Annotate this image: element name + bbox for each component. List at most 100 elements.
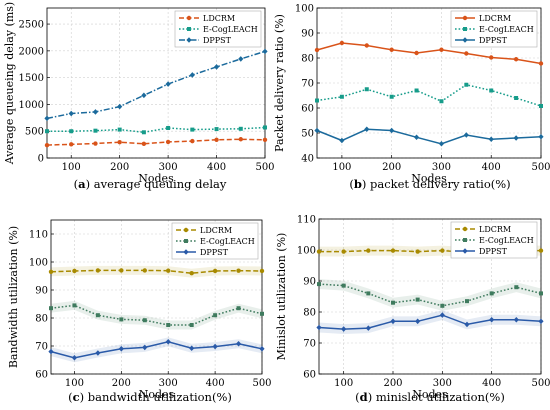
data-point	[514, 96, 519, 100]
data-point	[316, 324, 322, 331]
legend: LDCRM E-CogLEACH DPPST	[171, 222, 259, 260]
series-line	[50, 269, 263, 274]
data-point	[314, 127, 320, 134]
series-band	[51, 265, 262, 278]
data-point	[235, 340, 242, 347]
data-point	[339, 94, 344, 99]
data-point	[464, 51, 469, 56]
y-axis-label: Average queueing delay (ms)	[3, 2, 16, 165]
data-point	[539, 291, 543, 296]
data-point	[440, 303, 445, 308]
data-point	[489, 316, 495, 323]
data-point	[538, 248, 544, 253]
data-point	[414, 50, 419, 56]
data-point	[184, 239, 188, 243]
x-tick-label: 100	[332, 162, 351, 173]
series-line	[47, 126, 266, 134]
data-point	[48, 269, 54, 274]
legend-label: LDCRM	[479, 14, 511, 23]
chart-panel-d: 100 200 300 400 500 60 70 80 90 100 110 Nodes Minisl…	[275, 215, 550, 405]
data-point	[364, 87, 369, 92]
chart-panel-c: 100 200 300 400 500 60 70 80 90 100 110 Nodes Bandwi…	[7, 219, 272, 404]
series-dppst	[314, 126, 544, 147]
data-point	[118, 346, 124, 352]
data-point	[186, 37, 192, 43]
x-tick-label: 400	[206, 378, 225, 389]
data-point	[93, 141, 98, 146]
panel-caption: (b) packet delivery ratio(%)	[349, 177, 510, 191]
data-point	[462, 15, 468, 21]
data-point	[141, 130, 146, 135]
y-tick-label: 110	[29, 230, 48, 241]
data-point	[341, 283, 346, 288]
data-point	[186, 15, 192, 21]
data-point	[142, 344, 148, 351]
data-point	[93, 128, 98, 133]
data-point	[439, 312, 445, 318]
data-point	[514, 285, 519, 290]
data-point	[414, 88, 419, 93]
y-tick-label: 70	[301, 79, 314, 90]
data-point	[48, 348, 54, 355]
data-point	[119, 317, 124, 322]
series-ldcrm	[314, 40, 544, 66]
data-point	[166, 268, 171, 273]
data-point	[236, 306, 241, 311]
data-point	[165, 139, 171, 145]
y-tick-label: 60	[301, 104, 314, 115]
data-point	[489, 291, 494, 296]
data-point	[463, 238, 467, 242]
data-point	[464, 321, 470, 328]
data-point	[390, 248, 396, 253]
data-point	[236, 268, 241, 273]
data-point	[389, 127, 395, 134]
data-point	[262, 137, 268, 142]
y-tick-label: 80	[301, 54, 314, 65]
data-point	[117, 127, 122, 132]
data-point	[190, 138, 195, 144]
series-e-cogleach	[45, 125, 267, 135]
y-axis-label: Packet delivery ratio (%)	[273, 14, 286, 152]
data-point	[440, 248, 445, 253]
chart-panel-a: 100 200 300 400 500 0 500 1000 1500 2000 2500 Nodes…	[3, 2, 275, 191]
data-point	[68, 110, 74, 117]
series-line	[316, 83, 542, 107]
data-point	[538, 61, 544, 66]
y-tick-label: 40	[301, 154, 314, 165]
data-point	[489, 55, 494, 60]
y-tick-label: 70	[303, 339, 316, 350]
data-point	[95, 268, 101, 273]
series-line	[318, 283, 542, 307]
data-point	[238, 56, 244, 62]
data-point	[141, 92, 147, 99]
series-line	[46, 50, 266, 120]
data-point	[183, 249, 189, 255]
x-tick-label: 100	[334, 378, 353, 389]
data-point	[364, 126, 370, 133]
data-point	[538, 318, 544, 325]
data-point	[213, 313, 218, 318]
data-point	[366, 248, 371, 253]
data-point	[69, 129, 74, 134]
series-line	[50, 304, 263, 326]
y-tick-label: 1500	[19, 73, 44, 84]
data-point	[366, 291, 371, 296]
data-point	[463, 27, 467, 31]
data-point	[259, 346, 265, 352]
data-point	[189, 271, 194, 276]
data-point	[465, 299, 469, 304]
data-point	[438, 140, 445, 147]
data-point	[189, 323, 194, 327]
data-point	[238, 137, 243, 142]
data-point	[69, 142, 74, 147]
legend-label: E-CogLEACH	[203, 25, 258, 34]
data-point	[314, 47, 320, 53]
data-point	[389, 94, 394, 99]
data-point	[117, 103, 123, 110]
x-axis-label: Nodes	[139, 388, 175, 401]
data-point	[72, 268, 77, 274]
x-tick-label: 400	[482, 162, 501, 173]
data-point	[187, 27, 191, 31]
legend-label: LDCRM	[203, 14, 235, 23]
panel-caption: (d) minislot utilization(%)	[355, 390, 505, 404]
